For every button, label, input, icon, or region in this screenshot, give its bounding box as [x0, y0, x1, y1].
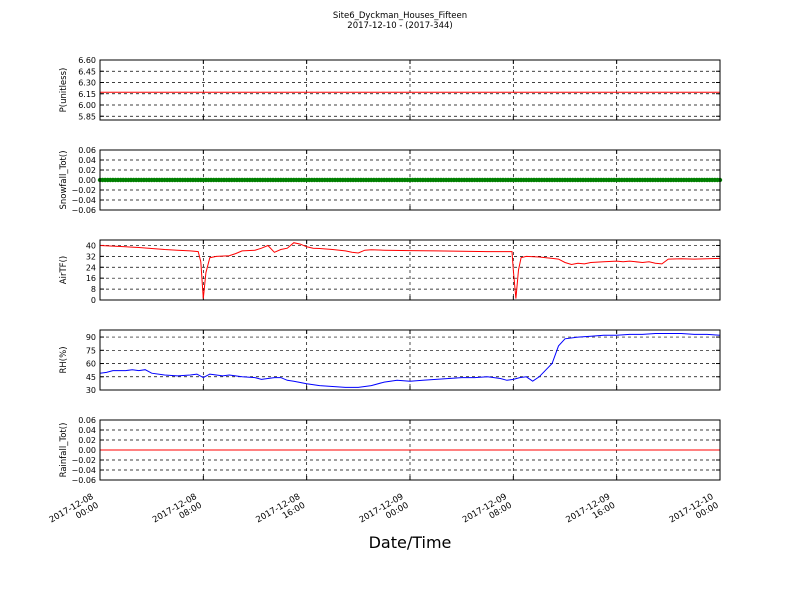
panel-2-ytick-label: −0.02	[71, 186, 96, 195]
panel-1-ytick-label: 6.30	[78, 79, 96, 88]
panel-2-ylabel: Snowfall_Tot()	[59, 150, 69, 209]
panel-3-ytick-label: 16	[86, 274, 96, 283]
panel-1-ytick-label: 6.15	[78, 90, 96, 99]
panel-3-ytick-label: 40	[86, 241, 96, 250]
panel-5-ytick-label: −0.04	[71, 466, 96, 475]
panel-1-frame	[99, 59, 721, 121]
x-tick-label: 2017-12-0808:00	[151, 492, 204, 534]
panel-4-ylabel: RH(%)	[59, 346, 69, 373]
x-tick-label: 2017-12-0900:00	[358, 492, 411, 534]
panel-1-ytick-label: 6.00	[78, 101, 96, 110]
panel-2-ytick-label: 0.00	[78, 176, 96, 185]
panel-5-ytick-label: 0.00	[78, 446, 96, 455]
panel-2-ytick-label: 0.04	[78, 156, 96, 165]
panel-2-ytick-label: 0.02	[78, 166, 96, 175]
panel-3-ylabel: AirTF()	[59, 256, 69, 284]
panel-2-ytick-label: −0.06	[71, 206, 96, 215]
panel-5-ylabel: Rainfall_Tot()	[59, 423, 69, 478]
panel-4-ytick-label: 90	[86, 333, 96, 342]
panel-4-frame	[99, 329, 721, 391]
panel-5-ytick-label: −0.02	[71, 456, 96, 465]
panel-3-ytick-label: 24	[86, 263, 96, 272]
panel-4-series-line	[99, 333, 721, 388]
x-tick-label: 2017-12-0816:00	[254, 492, 307, 534]
x-tick-label: 2017-12-0916:00	[564, 492, 617, 534]
x-axis-label: Date/Time	[368, 533, 452, 552]
panel-3-ytick-label: 32	[86, 252, 96, 261]
panel-3-series-line	[99, 242, 721, 299]
panel-2-ytick-label: −0.04	[71, 196, 96, 205]
panel-4-ytick-label: 30	[86, 386, 96, 395]
panel-4-ytick-label: 45	[86, 373, 96, 382]
chart-title: Site6_Dyckman_Houses_Fifteen	[332, 11, 468, 21]
panel-5-ytick-label: 0.04	[78, 426, 96, 435]
panel-5-ytick-label: 0.06	[78, 416, 96, 425]
panel-4-ytick-label: 60	[86, 360, 96, 369]
panel-3-ytick-label: 8	[91, 285, 96, 294]
panel-2-ytick-label: 0.06	[78, 146, 96, 155]
panel-4-ytick-label: 75	[86, 346, 96, 355]
panel-1-ytick-label: 6.60	[78, 56, 96, 65]
panel-3-frame	[99, 239, 721, 301]
chart-subtitle: 2017-12-10 - (2017-344)	[347, 21, 453, 31]
x-tick-label: 2017-12-0800:00	[48, 492, 101, 534]
panel-3-ytick-label: 0	[91, 296, 96, 305]
panel-1-ylabel: P(unitless)	[59, 68, 69, 113]
panel-5-frame	[99, 419, 721, 481]
x-tick-label: 2017-12-0908:00	[461, 492, 514, 534]
x-tick-label: 2017-12-1000:00	[668, 492, 721, 534]
panel-1-ytick-label: 5.85	[78, 112, 96, 121]
panel-2-frame	[99, 149, 721, 211]
panel-1-ytick-label: 6.45	[78, 67, 96, 76]
panel-5-ytick-label: −0.06	[71, 476, 96, 485]
panel-5-ytick-label: 0.02	[78, 436, 96, 445]
